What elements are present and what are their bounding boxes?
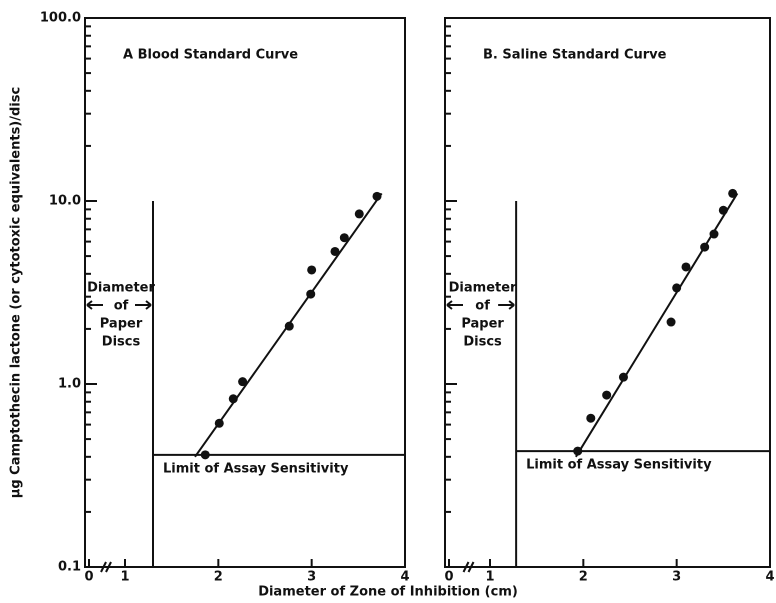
x-tick-label: 3 [307, 570, 316, 585]
x-tick-label: 4 [765, 570, 774, 585]
data-point [728, 188, 738, 198]
x-tick-label: 2 [214, 570, 223, 585]
axis-break [105, 561, 112, 573]
data-point [354, 209, 364, 219]
data-point [681, 262, 691, 272]
x-tick-label: 1 [120, 570, 129, 585]
plot-frame [444, 17, 771, 568]
y-tick-label: 100.0 [40, 11, 81, 26]
data-point [200, 450, 210, 460]
plot-frame [84, 17, 406, 568]
disc-label: Discs [463, 335, 502, 350]
disc-label: Paper [461, 317, 504, 332]
disc-label: Discs [102, 335, 141, 350]
data-point [709, 229, 719, 239]
y-tick-label: 0.1 [58, 560, 81, 575]
axis-break [467, 561, 475, 573]
data-point [573, 446, 583, 456]
data-point [228, 394, 238, 404]
limit-label: Limit of Assay Sensitivity [163, 461, 349, 476]
panel-title: A Blood Standard Curve [123, 48, 298, 63]
y-axis-label: µg Camptothecin lactone (or cytotoxic eq… [9, 87, 24, 498]
data-point [238, 377, 248, 387]
x-tick-label: 0 [84, 570, 93, 585]
axis-break [462, 561, 470, 573]
x-tick-label: 4 [400, 570, 409, 585]
x-tick-label: 0 [444, 570, 453, 585]
disc-label: of [475, 299, 490, 314]
y-tick-label: 1.0 [58, 377, 81, 392]
data-point [284, 321, 294, 331]
data-point [586, 413, 596, 423]
data-point [718, 205, 728, 215]
x-tick-label: 1 [485, 570, 494, 585]
data-point [602, 390, 612, 400]
data-point [339, 233, 349, 243]
data-point [672, 283, 682, 293]
disc-label: Diameter [449, 281, 517, 296]
disc-label: of [114, 299, 129, 314]
data-point [330, 246, 340, 256]
data-point [214, 418, 224, 428]
disc-arrows [86, 300, 152, 310]
disc-label: Diameter [87, 281, 155, 296]
data-point [306, 289, 316, 299]
data-point [618, 372, 628, 382]
x-axis-label: Diameter of Zone of Inhibition (cm) [258, 585, 518, 600]
x-tick-label: 3 [672, 570, 681, 585]
limit-label: Limit of Assay Sensitivity [526, 458, 712, 473]
panel-title: B. Saline Standard Curve [483, 48, 667, 63]
disc-label: Paper [100, 317, 143, 332]
disc-arrows [446, 300, 515, 310]
data-point [700, 242, 710, 252]
data-point [372, 191, 382, 201]
x-tick-label: 2 [579, 570, 588, 585]
data-point [307, 265, 317, 275]
fit-line [575, 192, 739, 458]
axis-break [100, 561, 107, 573]
y-tick-label: 10.0 [49, 194, 81, 209]
data-point [666, 317, 676, 327]
